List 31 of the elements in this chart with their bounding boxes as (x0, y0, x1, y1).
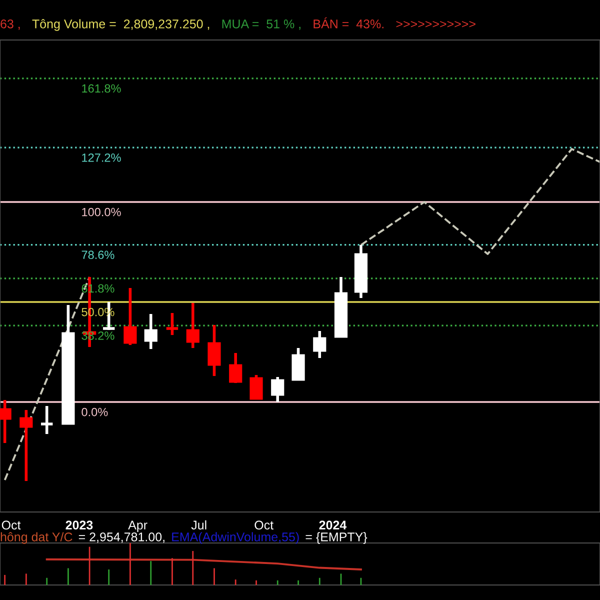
annotation: = {EMPTY} (306, 532, 368, 544)
candlestick (313, 330, 326, 360)
x-tick-label: Apr (128, 520, 148, 532)
candlestick (164, 312, 180, 336)
ref-line-label: 100.0% (82, 208, 121, 216)
candlestick (208, 324, 221, 378)
text: = 2,954,781.00, (78, 532, 164, 543)
x-tick-label: Jul (191, 520, 206, 530)
candlestick (271, 376, 284, 404)
ref-line-label: 0.0% (82, 408, 108, 416)
x-tick-label: Oct (254, 520, 274, 530)
candlestick (40, 404, 54, 436)
ref-line-label: 78.6% (82, 250, 114, 260)
annotation: EMA(AdwinVolume,55) (172, 532, 299, 544)
text: BÁN = 43%. (314, 17, 384, 28)
text: 63 , (0, 20, 20, 30)
candlestick (124, 286, 137, 346)
text: >>>>>>>>>>> (396, 20, 476, 28)
ref-line-label: 127.2% (82, 153, 121, 162)
text: Tông Volume = 2,809,237.250 , (32, 19, 210, 31)
text: MUA = 51 % , (222, 20, 300, 30)
x-tick-label: 2024 (319, 520, 347, 530)
x-tick-label: 2023 (66, 520, 93, 530)
candlestick (229, 352, 242, 384)
candlestick (144, 312, 158, 350)
annotation: hông dat Y/C (0, 532, 72, 544)
x-tick-label: Oct (2, 520, 21, 530)
ref-line-label: 161.8% (82, 84, 121, 93)
candlestick (250, 374, 263, 400)
candlestick (186, 302, 200, 350)
candlestick (20, 408, 33, 482)
